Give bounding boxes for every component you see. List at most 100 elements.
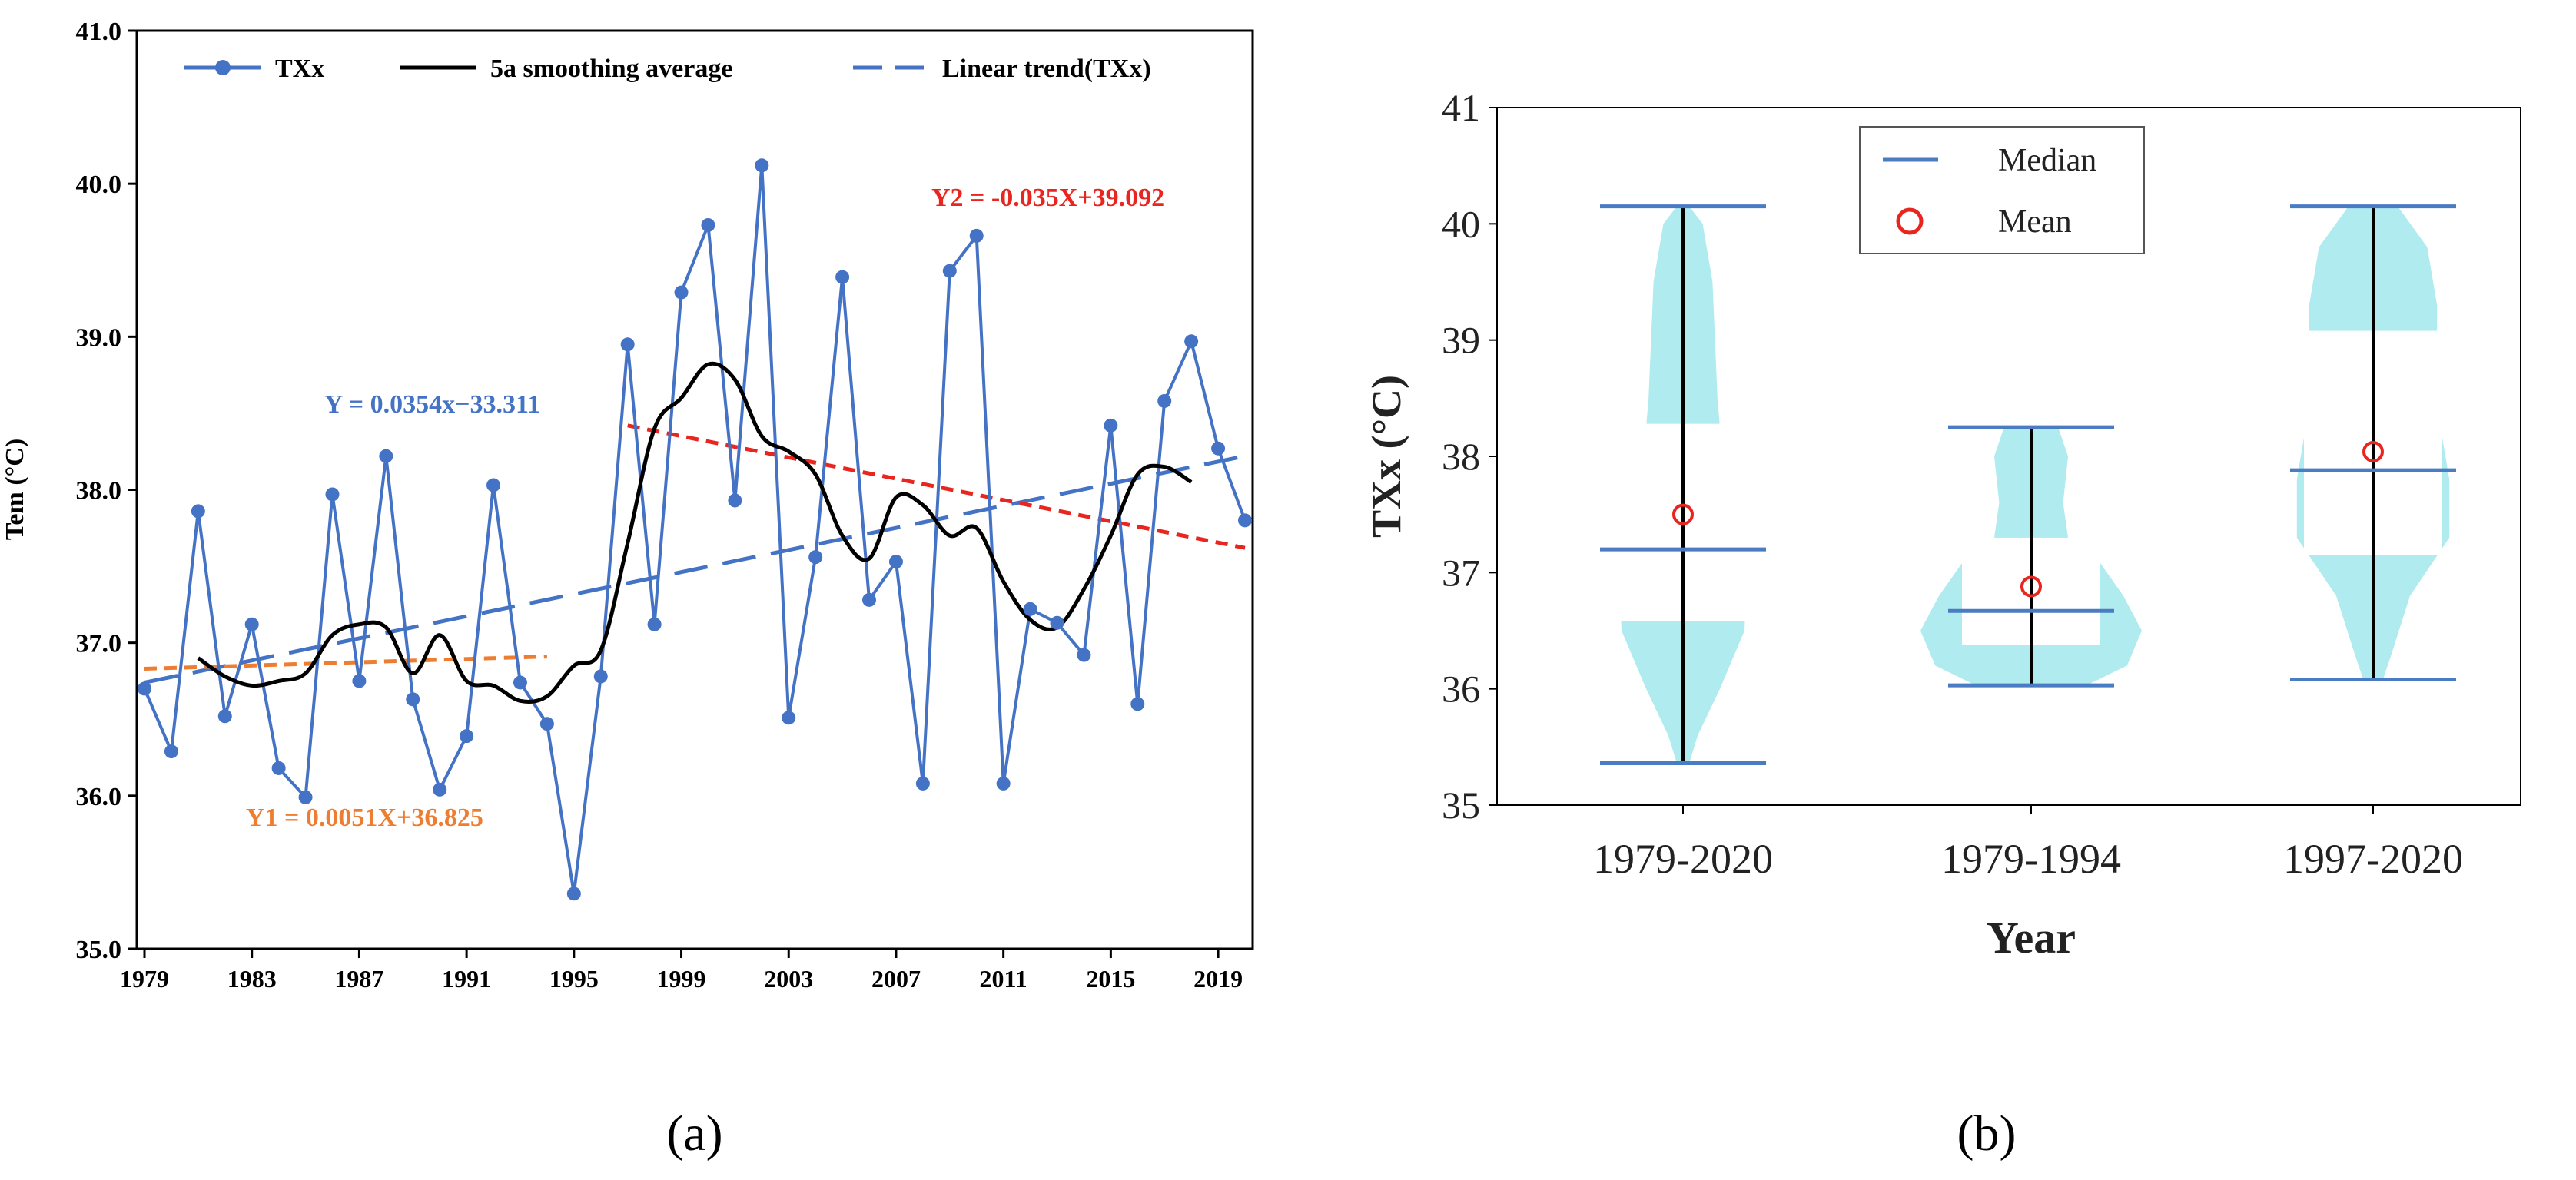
panel-a-x-ticks: 1979 1983 1987 1991 1995 1999 2003 2007 2011 2015… xyxy=(120,949,1243,993)
txx-point xyxy=(862,592,877,607)
mean-marker xyxy=(1672,503,1694,525)
txx-point xyxy=(647,617,662,631)
y-tick-label: 36 xyxy=(1442,668,1480,711)
x-tick-label: 1995 xyxy=(549,965,599,993)
txx-point xyxy=(1184,334,1199,349)
txx-point xyxy=(298,790,313,804)
txx-point xyxy=(808,550,823,565)
txx-point xyxy=(1104,418,1118,433)
txx-point xyxy=(217,709,232,724)
txx-point xyxy=(513,675,527,690)
panel-b-x-ticks: 1979-2020 1979-1994 1997-2020 xyxy=(1593,805,2463,882)
txx-point xyxy=(888,555,903,569)
y-tick-label: 35 xyxy=(1442,784,1480,827)
legend-mean-marker xyxy=(1896,207,1924,235)
panel-b-violin-chart: 35 36 37 38 39 40 41 1979-2020 1979-1994 1997-20… xyxy=(1363,86,2521,1162)
x-tick-label: 2019 xyxy=(1193,965,1243,993)
panel-b-label: (b) xyxy=(1957,1105,2017,1162)
txx-point xyxy=(782,711,796,725)
txx-point xyxy=(352,674,367,688)
y-tick-label: 41 xyxy=(1442,86,1480,129)
panel-b-y-axis-label: TXx (°C) xyxy=(1363,375,1409,538)
txx-point xyxy=(325,487,340,502)
x-tick-label: 1979-1994 xyxy=(1941,836,2121,882)
x-tick-label: 1987 xyxy=(334,965,383,993)
txx-point xyxy=(593,669,608,684)
txx-point xyxy=(460,729,474,744)
txx-point xyxy=(138,681,151,696)
panel-a-plot-area xyxy=(135,29,1254,950)
mean-marker xyxy=(2020,575,2042,598)
txx-point xyxy=(1211,441,1226,456)
txx-point xyxy=(1130,697,1145,711)
panel-a-label: (a) xyxy=(666,1105,722,1162)
x-tick-label: 1979 xyxy=(120,965,169,993)
txx-point xyxy=(244,617,259,631)
txx-point xyxy=(1157,393,1172,408)
txx-series-line xyxy=(143,164,1247,896)
txx-point xyxy=(1077,648,1091,662)
legend-trend-label: Linear trend(TXx) xyxy=(942,55,1151,83)
x-tick-label: 1983 xyxy=(227,965,277,993)
panel-b-legend: Median Mean xyxy=(1859,126,2145,254)
legend-median-label: Median xyxy=(1998,143,2096,178)
overall-trend-line xyxy=(144,454,1246,684)
legend-smooth-label: 5a smoothing average xyxy=(490,55,732,83)
legend-txx-label: TXx xyxy=(275,55,324,83)
txx-point xyxy=(915,776,930,791)
y-tick-label: 38 xyxy=(1442,435,1480,478)
y-tick-label: 37.0 xyxy=(76,630,122,658)
y-tick-label: 40.0 xyxy=(76,171,122,199)
legend-mean-label: Mean xyxy=(1998,204,2072,240)
y-tick-label: 37 xyxy=(1442,551,1480,594)
txx-point xyxy=(164,744,178,759)
txx-point xyxy=(674,285,689,300)
txx-point xyxy=(835,270,850,284)
txx-point xyxy=(728,493,742,508)
panel-a-y-ticks: 35.0 36.0 37.0 38.0 39.0 40.0 41.0 xyxy=(76,18,137,964)
y-tick-label: 38.0 xyxy=(76,477,122,505)
txx-point xyxy=(1238,513,1252,528)
x-tick-label: 2011 xyxy=(980,965,1027,993)
txx-point xyxy=(406,692,420,707)
txx-point xyxy=(969,228,984,243)
x-tick-label: 1999 xyxy=(657,965,706,993)
panel-b-x-axis-label: Year xyxy=(1987,913,2076,963)
x-tick-label: 1997-2020 xyxy=(2283,836,2463,882)
txx-point xyxy=(271,761,286,775)
txx-point xyxy=(1050,615,1064,630)
annotation-late-equation: Y2 = -0.035X+39.092 xyxy=(931,184,1164,212)
x-tick-label: 2003 xyxy=(764,965,813,993)
y-tick-label: 35.0 xyxy=(76,936,122,964)
x-tick-label: 1979-2020 xyxy=(1593,836,1773,882)
txx-point xyxy=(539,717,554,731)
txx-point xyxy=(996,776,1011,791)
panel-a-series xyxy=(138,158,1252,901)
panel-a-y-axis-label: Tem (°C) xyxy=(1,439,29,540)
txx-point xyxy=(486,478,501,492)
txx-point xyxy=(755,158,769,173)
mean-marker xyxy=(2362,440,2384,462)
txx-point xyxy=(942,264,957,278)
y-tick-label: 36.0 xyxy=(76,783,122,811)
txx-point xyxy=(433,782,447,797)
y-tick-label: 39.0 xyxy=(76,323,122,352)
panel-a-legend: TXx 5a smoothing average Linear trend(TX… xyxy=(184,55,1151,83)
annotation-early-equation: Y1 = 0.0051X+36.825 xyxy=(246,804,483,832)
x-tick-label: 2015 xyxy=(1086,965,1135,993)
txx-point xyxy=(701,217,715,232)
panel-b-y-ticks: 35 36 37 38 39 40 41 xyxy=(1442,86,1497,827)
txx-point xyxy=(620,337,635,352)
y-tick-label: 40 xyxy=(1442,202,1480,245)
txx-point xyxy=(191,504,205,519)
txx-point xyxy=(1023,602,1037,616)
x-tick-label: 1991 xyxy=(442,965,491,993)
annotation-overall-equation: Y = 0.0354x−33.311 xyxy=(324,390,540,419)
txx-point xyxy=(379,449,393,463)
y-tick-label: 41.0 xyxy=(76,18,122,46)
txx-point xyxy=(566,887,581,901)
panel-a-line-chart: 35.0 36.0 37.0 38.0 39.0 40.0 41.0 1979 1983 198… xyxy=(1,18,1254,1162)
x-tick-label: 2007 xyxy=(871,965,921,993)
panel-b-violins xyxy=(1600,204,2456,766)
